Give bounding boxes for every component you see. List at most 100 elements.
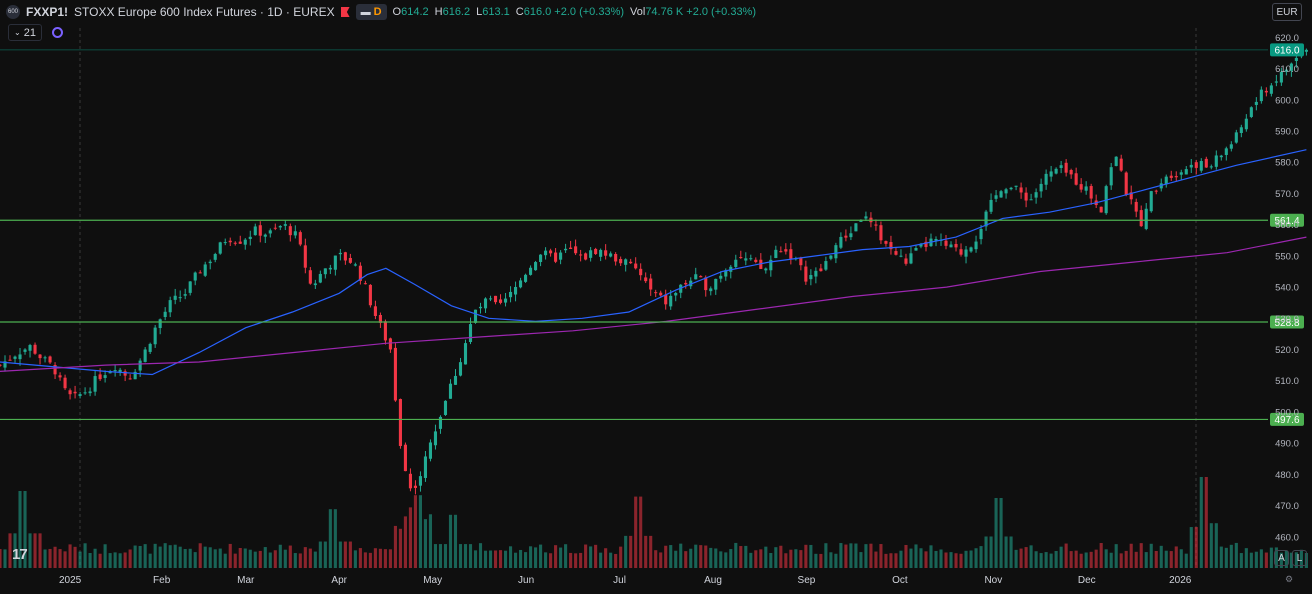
candle-body <box>513 286 518 295</box>
candle-body <box>649 278 653 290</box>
volume-bar <box>238 547 242 568</box>
candle-body <box>1269 85 1273 94</box>
candle-body <box>1064 162 1068 173</box>
volume-bar <box>428 514 433 568</box>
volume-bar <box>1299 549 1303 568</box>
x-tick-label: 2026 <box>1169 575 1192 586</box>
candle-body <box>614 253 618 262</box>
candle-body <box>944 240 948 246</box>
replay-toggle[interactable]: ▬ D <box>355 4 387 20</box>
volume-bar <box>724 552 728 568</box>
candle-body <box>1194 162 1198 168</box>
x-tick-label: Dec <box>1078 575 1096 586</box>
volume-bar <box>599 552 603 568</box>
candle-body <box>413 485 417 488</box>
candle-body <box>443 400 448 415</box>
volume-bar <box>1179 549 1183 568</box>
volume-bar <box>594 544 598 568</box>
indicator-status-icon[interactable] <box>51 27 63 38</box>
volume-bar <box>13 533 17 568</box>
volume-bar <box>984 536 988 568</box>
volume-bar <box>268 552 272 568</box>
candle-body <box>749 258 753 260</box>
candle-body <box>674 292 678 296</box>
volume-bar <box>1069 551 1073 568</box>
symbol-name[interactable]: FXXP1! <box>26 5 69 19</box>
candle-body <box>348 257 352 263</box>
volume-bar <box>579 552 583 568</box>
candle-body <box>779 251 783 253</box>
candle-body <box>483 298 488 309</box>
volume-bar <box>609 552 613 568</box>
candle-body <box>1304 49 1308 52</box>
candle-body <box>714 278 718 290</box>
volume-bar <box>799 550 803 568</box>
volume-bar <box>1229 544 1233 568</box>
y-tick-label: 600.0 <box>1275 95 1299 106</box>
candle-body <box>694 274 698 280</box>
volume-bar <box>1124 550 1128 568</box>
volume-bar <box>729 549 733 568</box>
volume-bar <box>704 545 708 568</box>
gear-icon[interactable]: ⚙ <box>1285 574 1294 584</box>
volume-bar <box>624 535 628 568</box>
log-scale-button[interactable]: L <box>1292 550 1307 566</box>
symbol-title[interactable]: STOXX Europe 600 Index Futures · 1D · EU… <box>74 5 335 19</box>
volume-bar <box>739 546 743 568</box>
volume-bar <box>438 544 443 568</box>
candle-body <box>218 242 222 254</box>
auto-scale-button[interactable]: A <box>1274 550 1289 566</box>
low-label: L <box>476 6 483 18</box>
flag-icon[interactable] <box>340 7 350 17</box>
volume-bar <box>133 545 137 568</box>
volume-bar <box>213 549 217 568</box>
candle-body <box>278 225 282 228</box>
volume-bar <box>934 550 938 568</box>
candle-body <box>323 268 327 275</box>
volume-bar <box>574 553 578 568</box>
currency-select[interactable]: EUR <box>1272 3 1302 21</box>
candle-body <box>468 324 473 343</box>
candle-body <box>564 248 568 251</box>
volume-bar <box>48 548 52 568</box>
candle-body <box>243 239 247 245</box>
price-label-box <box>1270 43 1304 57</box>
candle-body <box>699 276 703 278</box>
volume-bar <box>1169 551 1173 568</box>
candle-body <box>463 343 468 365</box>
candle-body <box>1169 175 1173 178</box>
volume-bar <box>689 548 693 568</box>
candle-body <box>529 267 533 275</box>
volume-bar <box>869 543 873 568</box>
close-label: C <box>515 6 524 18</box>
candle-body <box>1019 187 1023 193</box>
volume-bar <box>403 516 407 568</box>
candle-body <box>579 254 583 256</box>
indicators-toggle[interactable]: ⌄ 21 <box>8 24 42 41</box>
currency-label: EUR <box>1276 6 1298 18</box>
volume-bar <box>303 547 307 568</box>
volume-bar <box>924 551 928 568</box>
tradingview-logo[interactable]: 17 <box>12 546 28 563</box>
volume-bar <box>919 548 923 568</box>
volume-bar <box>508 546 513 568</box>
volume-bar <box>709 547 713 568</box>
candle-body <box>388 338 392 350</box>
low-value: 613.1 <box>482 6 510 18</box>
candle-body <box>774 249 778 258</box>
candle-body <box>478 306 483 309</box>
volume-bar <box>103 544 107 568</box>
candle-body <box>1219 155 1223 158</box>
volume-bar <box>679 543 683 568</box>
x-tick-label: Feb <box>153 575 171 586</box>
candle-body <box>333 255 337 270</box>
candle-body <box>554 252 558 262</box>
candle-body <box>1074 173 1078 185</box>
volume-bar <box>744 545 748 568</box>
volume-bar <box>1189 527 1193 568</box>
candle-body <box>624 259 628 265</box>
volume-bar <box>1134 551 1138 568</box>
volume-bar <box>463 544 468 568</box>
